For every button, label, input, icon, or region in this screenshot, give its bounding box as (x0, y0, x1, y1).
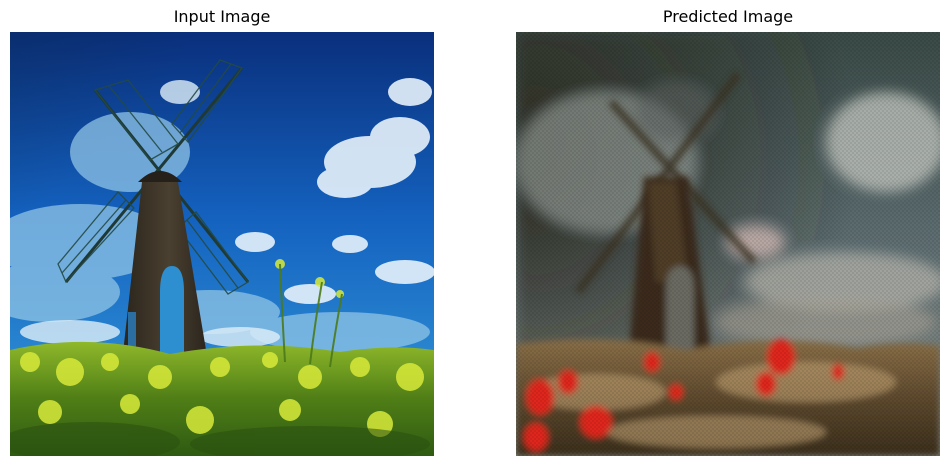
predicted-image-panel: Predicted Image (516, 0, 940, 465)
input-image-panel: Input Image (10, 0, 434, 465)
input-windmill-picture (10, 32, 434, 456)
predicted-image (516, 32, 940, 456)
predicted-windmill-picture (516, 32, 940, 456)
input-image-title: Input Image (173, 7, 271, 26)
input-image (10, 32, 434, 456)
predicted-image-title: Predicted Image (662, 7, 794, 26)
